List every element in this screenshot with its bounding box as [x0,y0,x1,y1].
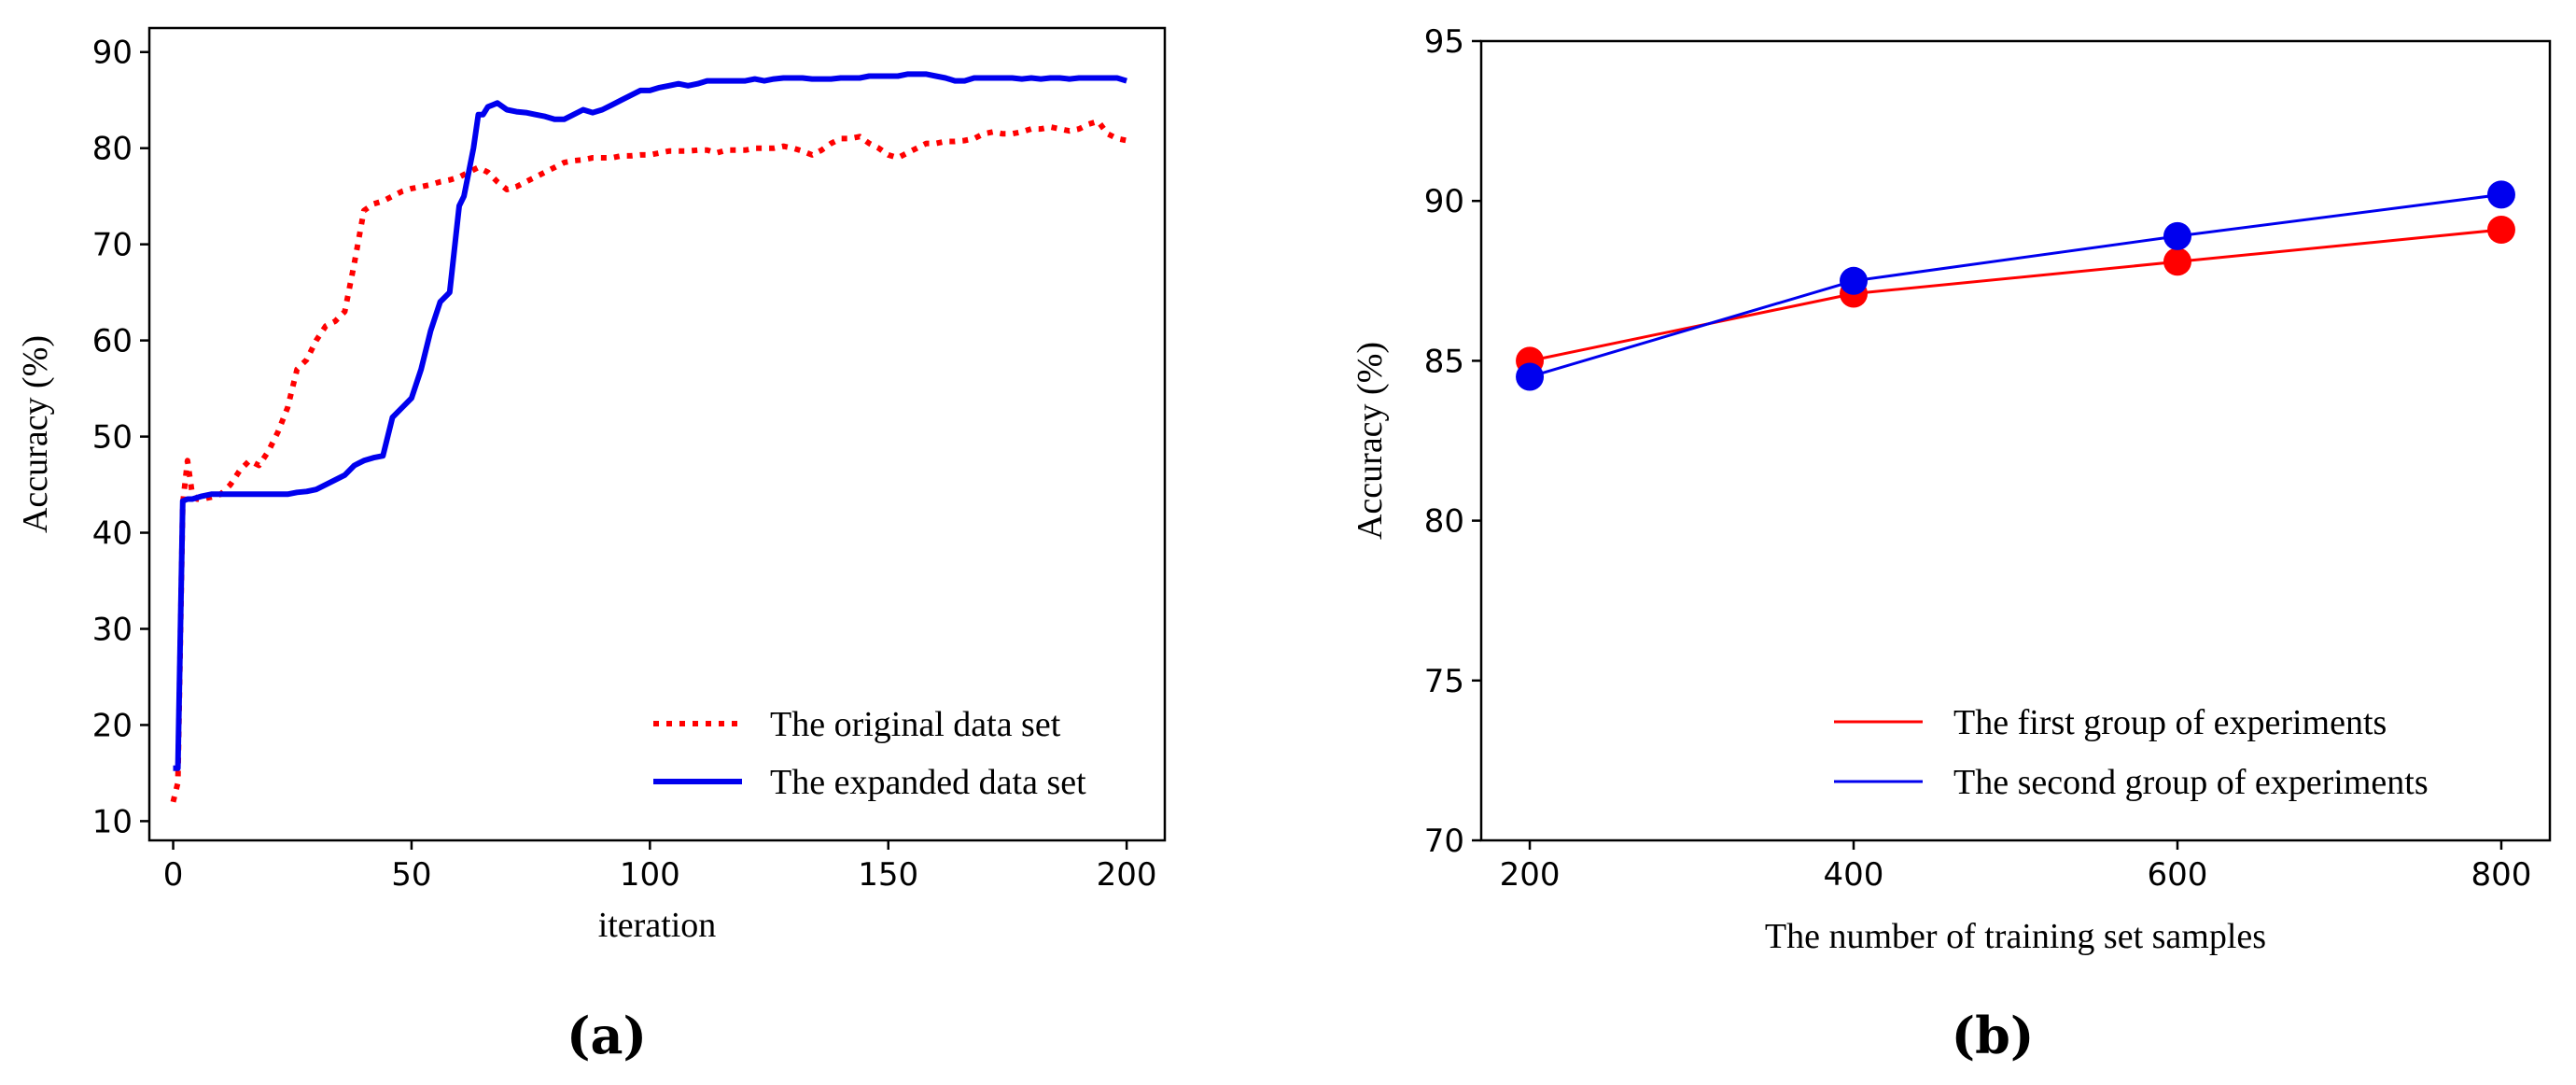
x-tick-label: 200 [1500,856,1561,894]
plot-frame [1479,39,2552,842]
x-tick-label: 600 [2148,856,2208,894]
series-2-point [2486,180,2515,209]
series-1-point [2486,216,2515,245]
chart-b: 200 400 600 800 70 75 80 85 90 95 The number of tr… [1351,23,2552,1065]
series-1-point [2163,247,2191,276]
panel-label: (b) [1952,1006,2035,1065]
y-tick-label: 80 [1424,503,1464,541]
y-tick-label: 70 [1424,823,1464,860]
x-tick-label: 200 [1097,856,1157,894]
x-axis-label: iteration [598,906,717,945]
y-tick-label: 70 [92,227,133,264]
legend-label-1: The first group of experiments [1953,703,2387,742]
series-2-point [2163,221,2191,250]
y-tick-label: 30 [92,611,133,648]
y-tick-label: 20 [92,707,133,744]
series-2-point [1516,362,1545,391]
y-axis-label: Accuracy (%) [16,335,55,533]
series-line-1 [1529,228,2502,362]
y-tick-label: 90 [1424,183,1464,220]
series-2-point [1840,266,1869,295]
plot-frame [147,26,1167,842]
y-tick-label: 90 [92,35,133,72]
chart-a: 0 50 100 150 200 10 20 30 40 50 60 70 80 90 iteration A… [16,26,1167,1065]
y-tick-label: 75 [1424,663,1464,700]
series-line-2 [1529,192,2502,378]
y-axis-label: Accuracy (%) [1351,342,1390,540]
series-line-1 [170,118,1127,803]
x-tick-label: 50 [391,856,431,894]
y-tick-label: 40 [92,515,133,553]
panel-label: (a) [567,1006,647,1065]
legend-label-1: The original data set [770,705,1061,744]
legend-label-2: The expanded data set [770,763,1086,802]
y-tick-label: 60 [92,323,133,360]
series-line-2 [173,71,1127,771]
x-tick-label: 150 [858,856,918,894]
y-tick-label: 85 [1424,343,1464,380]
y-tick-label: 10 [92,803,133,840]
x-tick-label: 0 [163,856,184,894]
x-tick-label: 800 [2471,856,2532,894]
y-tick-label: 50 [92,419,133,457]
y-tick-label: 80 [92,131,133,168]
y-tick-label: 95 [1424,23,1464,61]
x-tick-label: 400 [1824,856,1884,894]
legend-label-2: The second group of experiments [1953,763,2429,802]
x-axis-label: The number of training set samples [1765,917,2266,956]
x-tick-label: 100 [620,856,680,894]
